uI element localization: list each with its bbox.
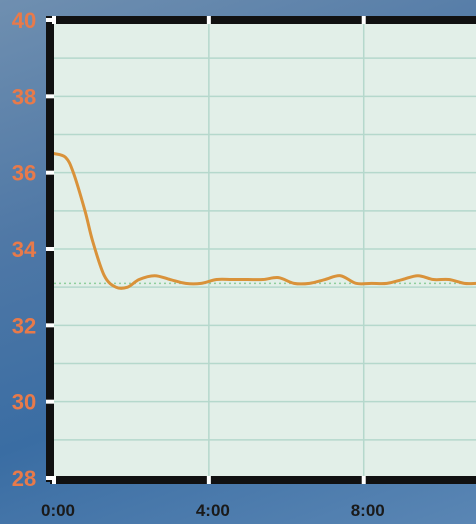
frame-bottom [50, 476, 476, 484]
x-tick-labels: 0:00 4:00 8:00 [41, 501, 385, 520]
y-tick-labels: 28 30 32 34 36 38 40 [12, 8, 37, 491]
y-tick-label: 40 [12, 8, 36, 33]
grid-lines [54, 20, 476, 478]
y-tick-label: 36 [12, 161, 36, 186]
frame-top [50, 16, 476, 24]
y-tick-notch [46, 323, 54, 328]
x-tick-label: 0:00 [41, 501, 75, 520]
y-tick-notch [46, 476, 54, 480]
y-tick-label: 32 [12, 313, 36, 338]
plot-frame [46, 16, 476, 484]
y-tick-notch [46, 399, 54, 404]
y-tick-notch [46, 247, 54, 251]
y-tick-label: 34 [12, 237, 37, 262]
y-tick-label: 28 [12, 466, 36, 491]
y-tick-label: 38 [12, 84, 36, 109]
y-tick-notch [46, 94, 54, 99]
y-tick-notch [46, 170, 54, 175]
y-tick-notch [46, 18, 54, 22]
y-tick-label: 30 [12, 390, 36, 415]
x-tick-notch-top [361, 16, 366, 24]
x-tick-label: 4:00 [196, 501, 230, 520]
x-tick-label: 8:00 [351, 501, 385, 520]
x-tick-notch-bottom [206, 476, 211, 484]
x-tick-notch-top [206, 16, 211, 24]
series-group [52, 152, 476, 290]
x-tick-notch-bottom [361, 476, 366, 484]
